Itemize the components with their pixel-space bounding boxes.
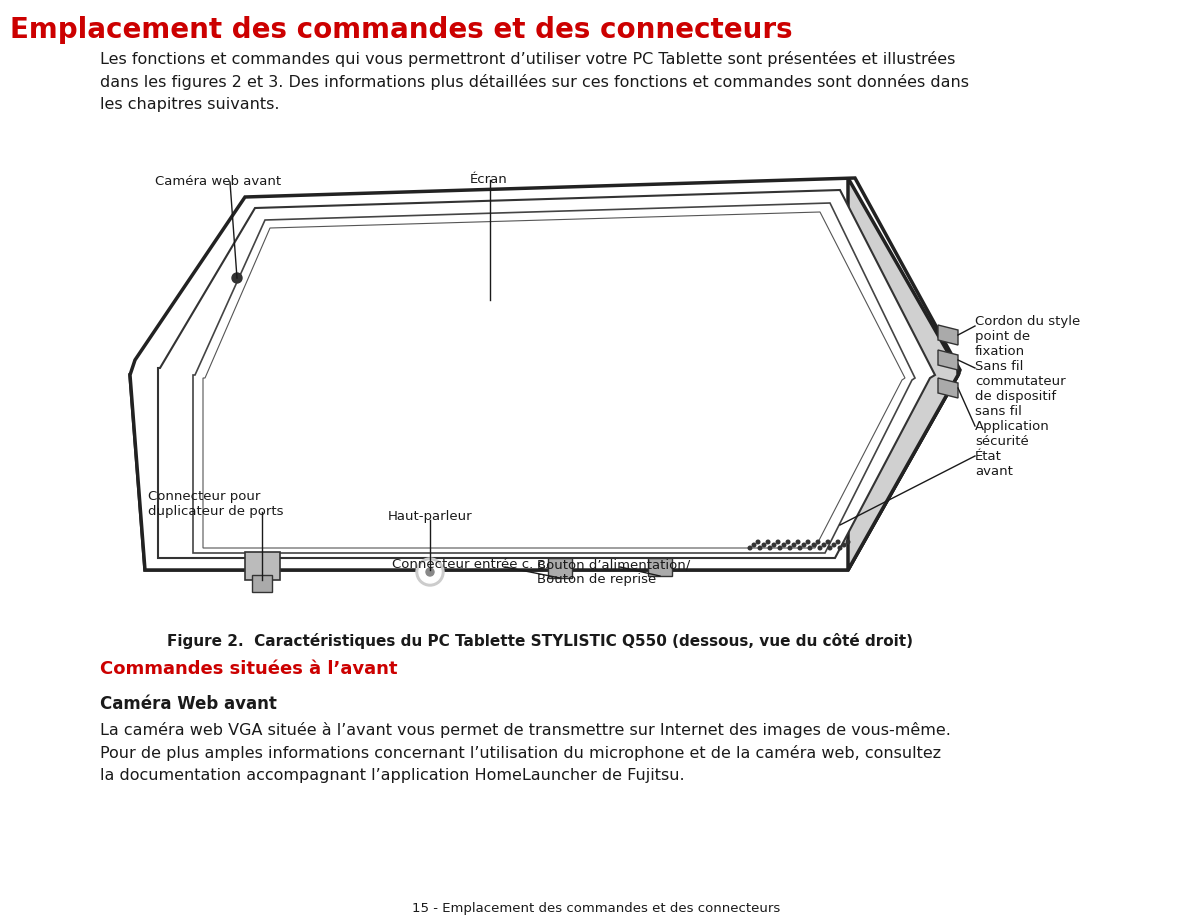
Circle shape (836, 541, 840, 543)
Polygon shape (938, 378, 958, 398)
Polygon shape (648, 558, 672, 576)
Polygon shape (130, 178, 960, 570)
Polygon shape (252, 575, 272, 592)
Polygon shape (548, 558, 571, 578)
Circle shape (818, 546, 822, 550)
Polygon shape (938, 325, 958, 345)
Text: Caméra Web avant: Caméra Web avant (100, 695, 277, 713)
Circle shape (822, 543, 826, 547)
Circle shape (798, 546, 802, 550)
Circle shape (808, 546, 811, 550)
Circle shape (846, 541, 849, 543)
Circle shape (816, 541, 820, 543)
Circle shape (768, 546, 772, 550)
Polygon shape (130, 375, 958, 570)
Text: Les fonctions et commandes qui vous permettront d’utiliser votre PC Tablette son: Les fonctions et commandes qui vous perm… (100, 51, 969, 111)
Circle shape (806, 541, 810, 543)
Polygon shape (193, 203, 915, 553)
Circle shape (231, 273, 242, 283)
Circle shape (756, 541, 760, 543)
Polygon shape (203, 212, 905, 548)
Text: La caméra web VGA située à l’avant vous permet de transmettre sur Internet des i: La caméra web VGA située à l’avant vous … (100, 722, 951, 783)
Circle shape (778, 546, 781, 550)
Polygon shape (157, 190, 935, 558)
Circle shape (789, 546, 792, 550)
Circle shape (792, 543, 796, 547)
Circle shape (753, 543, 756, 547)
Circle shape (762, 543, 766, 547)
Text: Connecteur entrée c. c.: Connecteur entrée c. c. (392, 558, 549, 571)
Circle shape (759, 546, 762, 550)
Polygon shape (938, 350, 958, 370)
Text: Application
sécurité: Application sécurité (975, 420, 1050, 448)
Text: Commandes situées à l’avant: Commandes situées à l’avant (100, 660, 397, 678)
Circle shape (828, 546, 832, 550)
Polygon shape (848, 178, 958, 570)
Circle shape (796, 541, 799, 543)
Circle shape (786, 541, 790, 543)
Circle shape (416, 558, 444, 586)
Circle shape (766, 541, 769, 543)
Text: Connecteur pour
duplicateur de ports: Connecteur pour duplicateur de ports (148, 490, 284, 518)
Circle shape (812, 543, 816, 547)
Circle shape (426, 568, 434, 576)
Text: État
avant: État avant (975, 450, 1013, 478)
Text: Figure 2.  Caractéristiques du PC Tablette STYLISTIC Q550 (dessous, vue du côté : Figure 2. Caractéristiques du PC Tablett… (167, 633, 913, 649)
Text: Sans fil
commutateur
de dispositif
sans fil: Sans fil commutateur de dispositif sans … (975, 360, 1065, 418)
Circle shape (777, 541, 780, 543)
Circle shape (833, 543, 836, 547)
Circle shape (827, 541, 830, 543)
Text: Cordon du style
point de
fixation: Cordon du style point de fixation (975, 315, 1080, 358)
Text: Caméra web avant: Caméra web avant (155, 175, 282, 188)
Text: Emplacement des commandes et des connecteurs: Emplacement des commandes et des connect… (10, 16, 792, 44)
Circle shape (748, 546, 752, 550)
Polygon shape (245, 552, 280, 580)
Circle shape (419, 561, 441, 583)
Text: 15 - Emplacement des commandes et des connecteurs: 15 - Emplacement des commandes et des co… (412, 902, 780, 915)
Circle shape (839, 546, 842, 550)
Circle shape (842, 543, 846, 547)
Circle shape (772, 543, 775, 547)
Circle shape (783, 543, 786, 547)
Text: Haut-parleur: Haut-parleur (388, 510, 472, 523)
Circle shape (802, 543, 805, 547)
Text: Bouton d’alimentation/
Bouton de reprise: Bouton d’alimentation/ Bouton de reprise (537, 558, 691, 586)
Text: Écran: Écran (470, 173, 508, 186)
